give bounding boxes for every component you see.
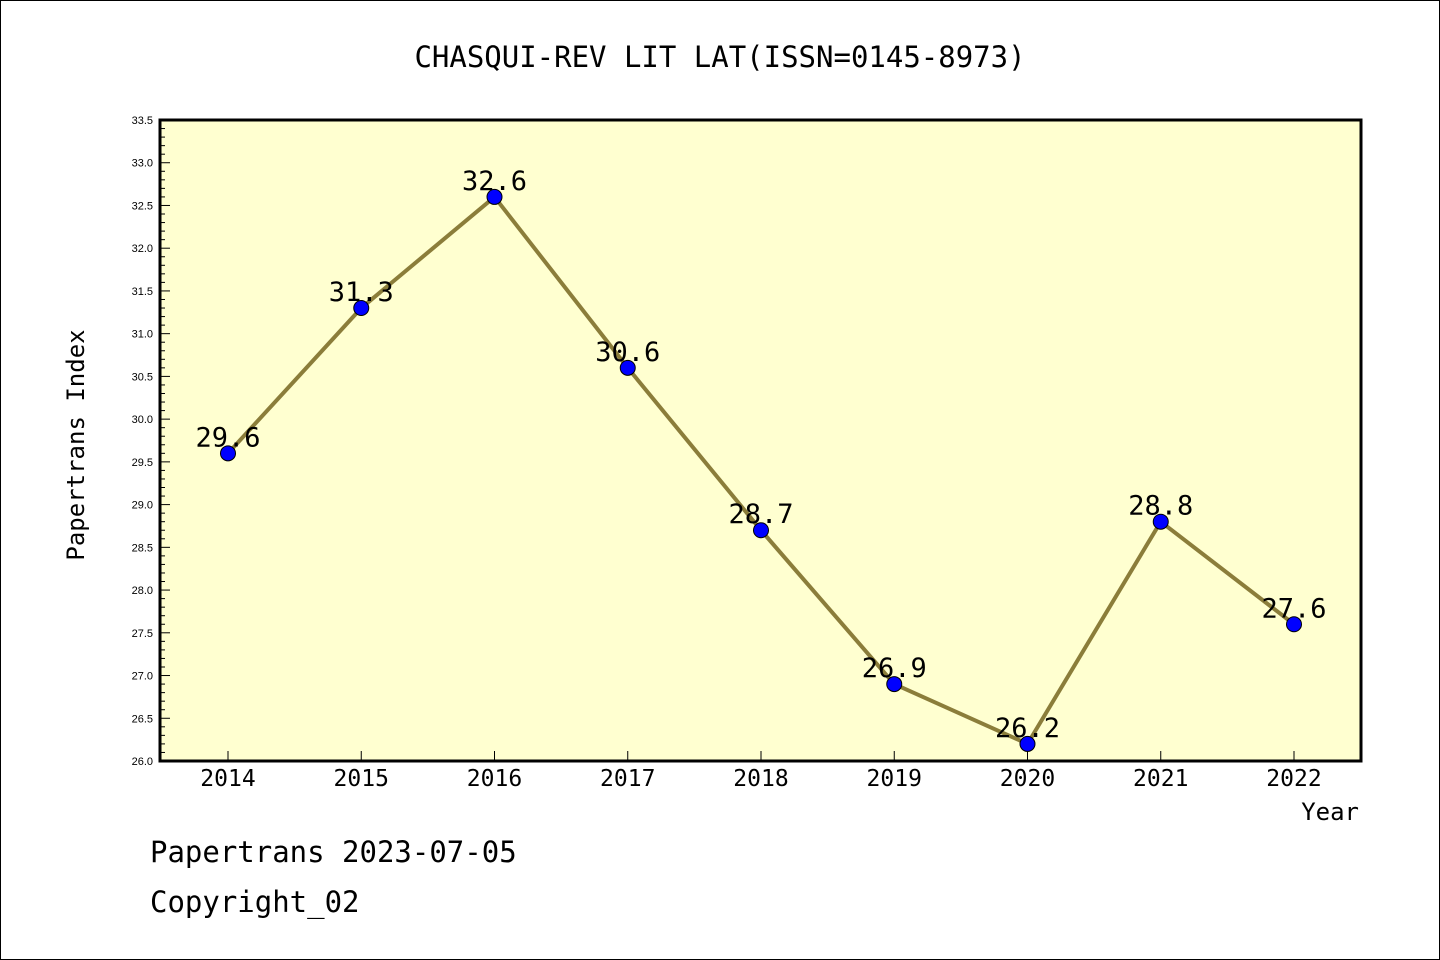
x-axis-ticks: 2014 2015 2016 2017 2018 2019 2020 2021 2022	[200, 751, 1322, 792]
data-point-marker	[1019, 735, 1036, 752]
x-axis-label: Year	[1301, 798, 1359, 826]
y-tick-label: 32.0	[132, 243, 153, 255]
x-tick-label: 2019	[867, 766, 922, 792]
x-tick-label: 2017	[600, 766, 655, 792]
data-markers	[220, 188, 1302, 752]
y-tick-label: 30.0	[132, 414, 153, 426]
y-tick-label: 27.5	[132, 628, 153, 640]
y-axis-label: Papertrans Index	[62, 329, 90, 560]
x-tick-label: 2018	[733, 766, 788, 792]
data-point-marker	[220, 445, 236, 462]
y-tick-label: 33.5	[132, 115, 153, 127]
y-tick-label: 29.0	[132, 500, 153, 512]
x-tick-label: 2016	[467, 766, 522, 792]
data-labels: 29.631.332.630.628.726.926.228.827.6	[195, 166, 1326, 744]
x-tick-label: 2022	[1266, 766, 1321, 792]
x-tick-label: 2021	[1133, 766, 1188, 792]
x-tick-label: 2020	[1000, 766, 1055, 792]
y-tick-label: 29.5	[132, 457, 153, 469]
y-tick-label: 31.5	[132, 286, 153, 298]
y-tick-label: 28.5	[132, 542, 153, 554]
data-point-marker	[486, 188, 503, 205]
data-point-marker	[886, 676, 903, 693]
y-tick-label: 31.0	[132, 329, 153, 341]
data-point-marker	[353, 300, 370, 317]
data-point-marker	[619, 359, 636, 376]
y-tick-label: 26.0	[132, 756, 153, 768]
x-tick-label: 2015	[334, 766, 389, 792]
y-tick-label: 26.5	[132, 713, 153, 725]
plot-border	[158, 118, 1363, 763]
data-point-marker	[1152, 513, 1169, 530]
plot-area	[160, 120, 1361, 761]
y-tick-label: 33.0	[132, 158, 153, 170]
data-point-marker	[1286, 616, 1302, 633]
footer-date: Papertrans 2023-07-05	[150, 835, 517, 869]
y-tick-label: 27.0	[132, 671, 153, 683]
chart-title: CHASQUI-REV LIT LAT(ISSN=0145-8973)	[414, 40, 1025, 74]
x-tick-label: 2014	[200, 766, 255, 792]
data-point-marker	[753, 522, 769, 539]
y-tick-label: 32.5	[132, 200, 153, 212]
footer-copyright: Copyright_02	[150, 885, 360, 919]
y-tick-label: 30.5	[132, 371, 153, 383]
y-tick-label: 28.0	[132, 585, 153, 597]
y-axis-ticks: 26.0 26.5 27.0 27.5 28.0 28.5 29.0 29.5 30.0 30.5…	[132, 115, 170, 768]
